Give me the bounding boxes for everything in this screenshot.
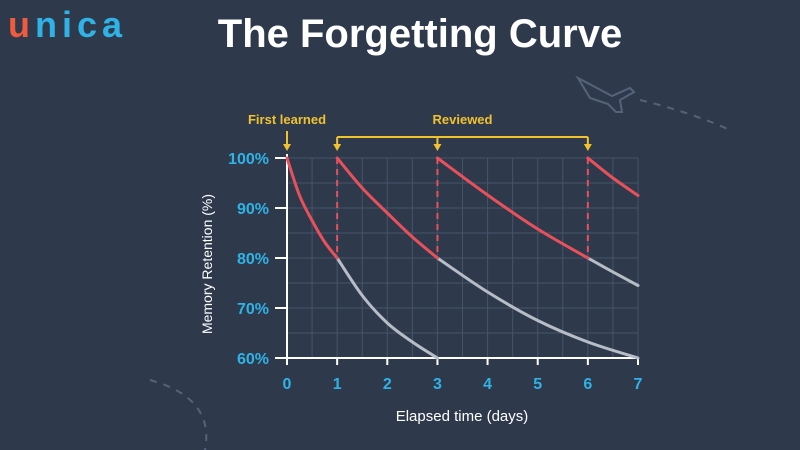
retention-curve-without-review (435, 256, 640, 360)
reviewed-arrowhead (333, 144, 342, 151)
x-tick-label: 4 (483, 376, 492, 393)
retention-curve-without-review (335, 256, 439, 360)
unica-logo: unica (8, 4, 127, 46)
retention-curve-with-review (285, 156, 339, 260)
retention-curve-with-review (586, 156, 640, 197)
dashed-flight-path-top (639, 99, 731, 131)
x-tick-label: 3 (433, 376, 442, 393)
first-learned-arrowhead (283, 144, 291, 151)
retention-curve-without-review (586, 256, 640, 287)
x-tick-label: 5 (533, 376, 542, 393)
y-tick-label: 100% (228, 151, 269, 168)
reviewed-label: Reviewed (433, 112, 493, 127)
y-tick-label: 70% (237, 301, 269, 318)
x-tick-label: 7 (634, 376, 643, 393)
reviewed-arrowhead (433, 144, 442, 151)
first-learned-label: First learned (248, 112, 326, 127)
logo-rest: nica (35, 4, 128, 45)
y-tick-label: 80% (237, 251, 269, 268)
x-tick-label: 6 (583, 376, 592, 393)
logo-letter-u: u (8, 4, 35, 45)
x-axis-label: Elapsed time (days) (396, 408, 529, 425)
x-tick-label: 1 (333, 376, 342, 393)
retention-curve-with-review (335, 156, 439, 260)
retention-curve-with-review (435, 156, 590, 260)
x-tick-label: 2 (383, 376, 392, 393)
y-tick-label: 60% (237, 351, 269, 368)
x-tick-label: 0 (283, 376, 292, 393)
dashed-flight-path-bottom (149, 379, 208, 450)
y-axis-label: Memory Retention (%) (199, 194, 215, 334)
page-title: The Forgetting Curve (217, 12, 623, 56)
y-tick-label: 90% (237, 201, 269, 218)
airplane-icon (575, 75, 636, 113)
reviewed-arrowhead (583, 144, 592, 151)
